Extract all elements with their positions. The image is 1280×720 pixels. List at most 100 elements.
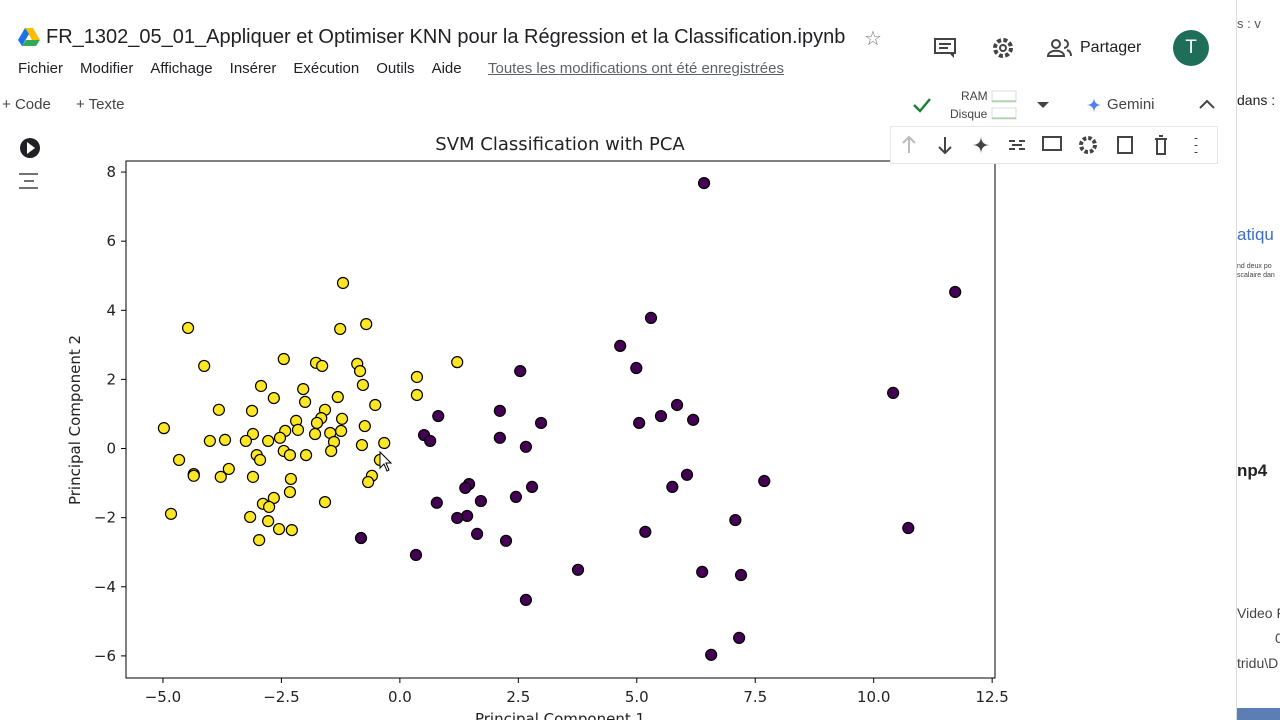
scatter-point xyxy=(285,523,298,537)
scatter-point xyxy=(409,548,423,562)
chart-title: SVM Classification with PCA xyxy=(435,134,685,155)
scatter-point xyxy=(514,365,527,378)
scatter-point xyxy=(424,434,437,448)
scatter-point xyxy=(222,462,235,476)
scatter-point xyxy=(902,521,915,535)
scatter-point xyxy=(354,531,368,545)
scatter-point xyxy=(410,370,424,384)
scatter-point xyxy=(335,424,348,438)
scatter-point xyxy=(218,433,232,446)
scatter-point xyxy=(253,534,266,547)
notebook-title[interactable]: FR_1302_05_01_Appliquer et Optimiser KNN… xyxy=(46,26,846,48)
scatter-point xyxy=(758,474,771,488)
collapse-icon[interactable] xyxy=(1198,98,1216,110)
x-tick-label: 12.5 xyxy=(975,688,1008,706)
scatter-point xyxy=(284,472,297,486)
avatar[interactable]: T xyxy=(1173,30,1209,66)
side-text: tridu\D xyxy=(1237,655,1279,671)
scatter-point xyxy=(203,434,216,448)
settings-icon[interactable] xyxy=(991,36,1015,60)
scatter-point xyxy=(187,469,200,482)
mirror-cell[interactable] xyxy=(1117,136,1133,154)
move-down[interactable] xyxy=(938,137,952,155)
add-code-button[interactable]: + Code xyxy=(2,96,51,113)
add-code-label[interactable]: Code xyxy=(14,96,51,113)
scatter-point xyxy=(614,339,627,352)
scatter-point xyxy=(571,563,585,576)
x-tick-label: 0.0 xyxy=(388,688,412,706)
menu-item[interactable]: Fichier xyxy=(18,60,64,77)
menu-item[interactable]: Insérer xyxy=(229,60,277,77)
x-tick-label: 5.0 xyxy=(625,688,649,706)
scatter-point xyxy=(696,565,709,579)
comment-icon[interactable] xyxy=(933,37,957,59)
scatter-point xyxy=(299,395,312,408)
scatter-point xyxy=(172,453,186,467)
menu-item[interactable]: Exécution xyxy=(293,60,360,77)
side-text: dans : xyxy=(1237,92,1276,108)
scatter-point xyxy=(697,177,711,190)
scatter-point xyxy=(310,416,324,430)
cell-run-button[interactable] xyxy=(20,138,40,158)
scatter-point xyxy=(212,403,225,416)
gemini-cell[interactable] xyxy=(972,136,990,154)
scatter-point xyxy=(729,513,742,527)
scatter-point xyxy=(525,480,539,493)
star-icon[interactable]: ☆ xyxy=(864,28,882,50)
delete-cell[interactable] xyxy=(1155,135,1167,155)
scatter-point xyxy=(198,359,211,373)
scatter-point xyxy=(254,379,268,393)
ram-label: RAM xyxy=(961,89,988,103)
y-tick-label: 8 xyxy=(106,163,116,181)
scatter-point xyxy=(499,534,513,547)
share-button[interactable]: Partager xyxy=(1080,39,1142,56)
scatter-point xyxy=(360,318,373,331)
scatter-point xyxy=(369,398,382,412)
resource-dropdown[interactable] xyxy=(1036,100,1050,110)
scatter-point xyxy=(308,427,322,441)
scatter-point xyxy=(687,413,700,426)
scatter-point xyxy=(181,321,195,335)
scatter-point xyxy=(239,434,252,448)
save-status[interactable]: Toutes les modifications ont été enregis… xyxy=(488,60,784,77)
scatter-point xyxy=(432,409,445,423)
cell-output-toggle[interactable] xyxy=(19,173,38,189)
scatter-point xyxy=(273,431,287,444)
side-text: np4 xyxy=(1237,461,1268,480)
menu-item[interactable]: Aide xyxy=(431,60,462,77)
menu-item[interactable]: Affichage xyxy=(150,60,213,77)
add-text-label[interactable]: Texte xyxy=(88,96,125,113)
scatter-point xyxy=(299,448,313,462)
x-tick-label: 10.0 xyxy=(857,688,890,706)
scatter-point xyxy=(670,398,684,412)
scatter-point xyxy=(358,419,371,433)
drive-logo xyxy=(18,28,40,46)
share-icon[interactable] xyxy=(1047,38,1073,58)
move-up[interactable] xyxy=(902,135,916,153)
comment-cell[interactable] xyxy=(1042,136,1062,151)
gemini-button[interactable]: Gemini xyxy=(1107,96,1155,113)
link-icon[interactable] xyxy=(1009,140,1025,150)
scatter-point xyxy=(262,515,275,528)
side-text: scalaire dan xyxy=(1237,272,1275,279)
scatter-point xyxy=(214,470,227,483)
menu-item[interactable]: Modifier xyxy=(80,60,134,77)
x-axis-label: Principal Component 1 xyxy=(475,710,645,720)
mouse-cursor xyxy=(379,450,393,472)
scatter-point xyxy=(331,390,344,404)
add-text-button[interactable]: + Texte xyxy=(76,96,125,113)
scatter-point xyxy=(157,422,171,435)
scatter-point xyxy=(283,485,297,499)
scatter-point xyxy=(335,412,349,425)
scatter-point xyxy=(705,648,718,661)
scatter-point xyxy=(262,434,275,448)
scatter-point xyxy=(277,352,290,366)
side-text: atiqu xyxy=(1237,225,1274,244)
scatter-point xyxy=(297,382,310,396)
scatter-point xyxy=(272,522,286,536)
side-text: 0 xyxy=(1275,630,1280,646)
menu-item[interactable]: Outils xyxy=(376,60,415,77)
cell-settings[interactable] xyxy=(1079,136,1097,154)
x-tick-label: 7.5 xyxy=(743,688,767,706)
cell-toolbar-icons xyxy=(902,135,1198,155)
